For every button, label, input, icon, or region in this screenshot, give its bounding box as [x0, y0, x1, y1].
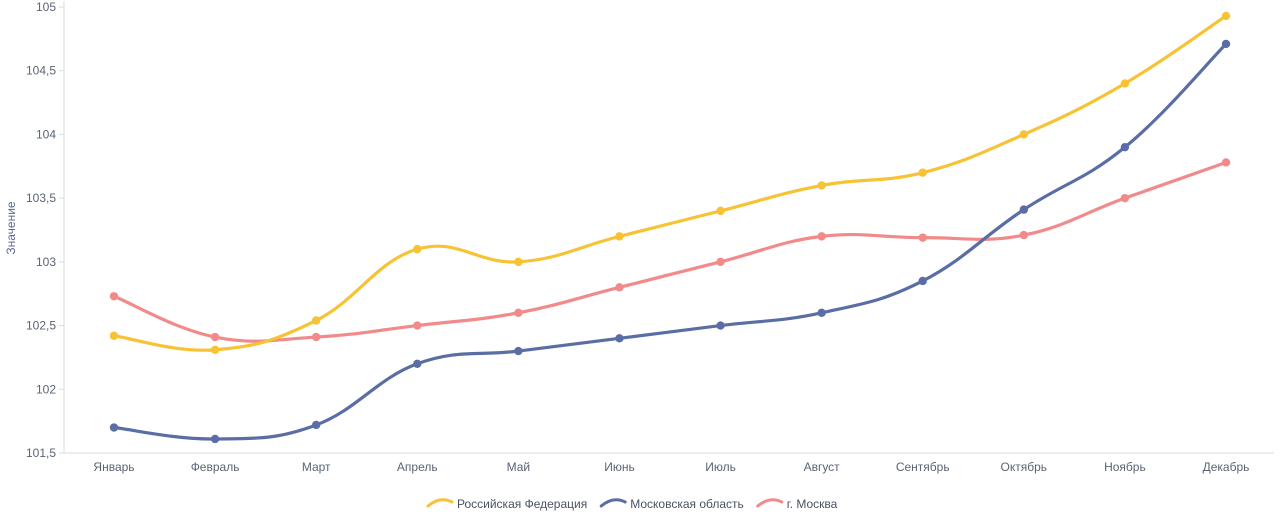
y-tick-label: 103: [36, 255, 56, 269]
data-point[interactable]: [918, 168, 927, 177]
y-axis-title: Значение: [4, 201, 18, 255]
data-point[interactable]: [615, 283, 624, 292]
data-point[interactable]: [413, 359, 422, 368]
data-point[interactable]: [514, 308, 523, 318]
legend-item-label[interactable]: Российская Федерация: [457, 497, 587, 511]
x-tick-label: Май: [507, 460, 531, 474]
x-tick-label: Январь: [93, 460, 134, 474]
legend-swatch: [756, 498, 784, 508]
data-point[interactable]: [716, 206, 725, 216]
data-point[interactable]: [514, 257, 523, 267]
y-tick-label: 101,5: [26, 446, 56, 460]
data-point[interactable]: [817, 232, 826, 241]
data-point[interactable]: [413, 244, 422, 254]
data-point[interactable]: [1120, 142, 1130, 152]
data-point[interactable]: [918, 276, 927, 286]
legend-swatch: [426, 498, 454, 508]
x-tick-label: Декабрь: [1203, 460, 1250, 474]
x-tick-label: Август: [804, 460, 841, 474]
y-tick-label: 102: [36, 382, 56, 396]
series-line: [112, 42, 1228, 441]
legend: Российская Федерация Московская область г.…: [426, 497, 838, 511]
data-point[interactable]: [716, 257, 725, 267]
y-tick-label: 104: [36, 127, 56, 141]
y-tick-label: 105: [36, 0, 56, 14]
x-tick-label: Июнь: [604, 460, 635, 474]
data-point[interactable]: [109, 423, 119, 432]
x-tick-label: Сентябрь: [896, 460, 950, 474]
x-tick-label: Февраль: [191, 460, 240, 474]
data-point[interactable]: [311, 316, 321, 325]
data-point[interactable]: [1120, 79, 1130, 88]
data-point[interactable]: [210, 434, 220, 444]
data-point[interactable]: [311, 332, 321, 342]
data-point[interactable]: [210, 332, 220, 342]
data-point[interactable]: [311, 420, 321, 430]
x-tick-label: Ноябрь: [1104, 460, 1146, 474]
y-axis: 101,5 102 102,5 103 103,5 104 104,5 105: [26, 0, 65, 460]
series-lines: [112, 14, 1228, 441]
data-point[interactable]: [109, 292, 119, 301]
legend-item-label[interactable]: г. Москва: [787, 497, 838, 511]
data-point[interactable]: [1019, 130, 1029, 139]
data-point[interactable]: [1221, 39, 1231, 49]
y-tick-label: 103,5: [26, 191, 56, 205]
legend-swatch: [599, 498, 627, 508]
x-tick-label: Июль: [705, 460, 736, 474]
data-point[interactable]: [413, 321, 422, 330]
series-line: [112, 160, 1228, 343]
y-tick-label: 102,5: [26, 319, 56, 333]
legend-item-label[interactable]: Московская область: [630, 497, 744, 511]
x-tick-label: Апрель: [397, 460, 438, 474]
data-point[interactable]: [1120, 193, 1130, 203]
data-point[interactable]: [1221, 158, 1231, 167]
x-tick-label: Октябрь: [1001, 460, 1048, 474]
data-point[interactable]: [817, 308, 826, 318]
series-line: [112, 14, 1228, 352]
data-point[interactable]: [817, 181, 826, 190]
y-tick-label: 104,5: [26, 64, 56, 78]
x-axis: Январь Февраль Март Апрель Май Июнь Июль Август…: [64, 452, 1274, 474]
data-point[interactable]: [514, 346, 523, 356]
data-point[interactable]: [1221, 11, 1231, 21]
x-tick-label: Март: [302, 460, 331, 474]
data-point[interactable]: [109, 331, 119, 340]
data-point[interactable]: [615, 232, 624, 241]
data-point[interactable]: [918, 233, 927, 242]
data-point[interactable]: [1019, 230, 1029, 240]
data-point[interactable]: [210, 345, 220, 354]
data-point[interactable]: [716, 321, 725, 330]
data-point[interactable]: [1019, 205, 1029, 214]
data-point[interactable]: [615, 334, 624, 343]
series-points: [109, 11, 1231, 444]
